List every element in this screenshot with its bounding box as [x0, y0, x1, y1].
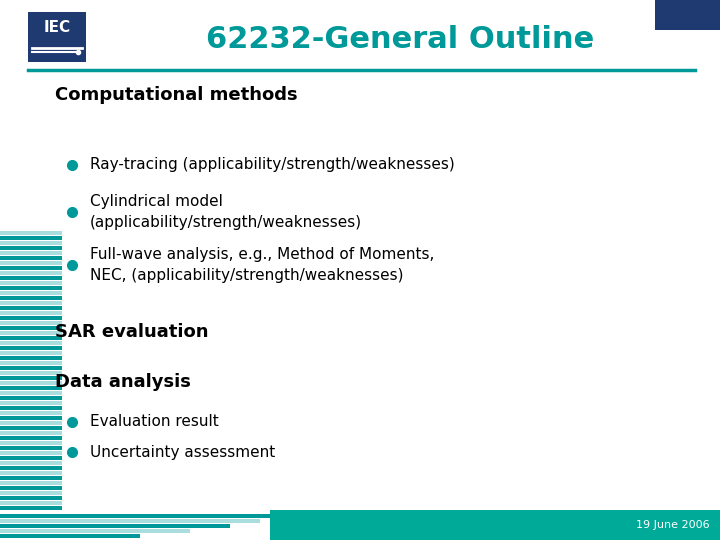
Text: Cylindrical model
(applicability/strength/weaknesses): Cylindrical model (applicability/strengt… [90, 194, 362, 230]
FancyBboxPatch shape [0, 501, 62, 505]
FancyBboxPatch shape [0, 361, 62, 365]
Text: Ray-tracing (applicability/strength/weaknesses): Ray-tracing (applicability/strength/weak… [90, 158, 455, 172]
FancyBboxPatch shape [0, 370, 62, 375]
Text: 62232-General Outline: 62232-General Outline [206, 24, 594, 53]
FancyBboxPatch shape [0, 518, 260, 523]
Text: Full-wave analysis, e.g., Method of Moments,
NEC, (applicability/strength/weakne: Full-wave analysis, e.g., Method of Mome… [90, 247, 434, 283]
FancyBboxPatch shape [0, 406, 62, 410]
FancyBboxPatch shape [0, 335, 62, 340]
FancyBboxPatch shape [0, 280, 62, 285]
FancyBboxPatch shape [0, 496, 62, 500]
FancyBboxPatch shape [0, 523, 230, 528]
FancyBboxPatch shape [0, 310, 62, 315]
FancyBboxPatch shape [0, 415, 62, 420]
FancyBboxPatch shape [0, 450, 62, 455]
FancyBboxPatch shape [0, 366, 62, 370]
FancyBboxPatch shape [0, 410, 62, 415]
FancyBboxPatch shape [0, 235, 62, 240]
Text: Uncertainty assessment: Uncertainty assessment [90, 444, 275, 460]
FancyBboxPatch shape [0, 300, 62, 305]
FancyBboxPatch shape [0, 306, 62, 310]
FancyBboxPatch shape [0, 326, 62, 330]
FancyBboxPatch shape [0, 321, 62, 325]
FancyBboxPatch shape [0, 240, 62, 245]
FancyBboxPatch shape [0, 461, 62, 465]
FancyBboxPatch shape [0, 271, 62, 275]
FancyBboxPatch shape [0, 390, 62, 395]
FancyBboxPatch shape [0, 426, 62, 430]
FancyBboxPatch shape [0, 246, 62, 250]
FancyBboxPatch shape [0, 514, 280, 518]
Text: Data analysis: Data analysis [55, 373, 191, 391]
FancyBboxPatch shape [0, 330, 62, 335]
FancyBboxPatch shape [0, 275, 62, 280]
FancyBboxPatch shape [270, 510, 720, 540]
FancyBboxPatch shape [0, 231, 62, 235]
FancyBboxPatch shape [0, 255, 62, 260]
FancyBboxPatch shape [0, 381, 62, 385]
FancyBboxPatch shape [0, 485, 62, 490]
FancyBboxPatch shape [0, 386, 62, 390]
FancyBboxPatch shape [0, 395, 62, 400]
Text: Computational methods: Computational methods [55, 86, 297, 104]
FancyBboxPatch shape [0, 251, 62, 255]
Text: IEC: IEC [43, 21, 71, 36]
FancyBboxPatch shape [0, 375, 62, 380]
FancyBboxPatch shape [0, 421, 62, 425]
FancyBboxPatch shape [0, 441, 62, 445]
FancyBboxPatch shape [0, 430, 62, 435]
Text: SAR evaluation: SAR evaluation [55, 323, 209, 341]
FancyBboxPatch shape [0, 260, 62, 265]
FancyBboxPatch shape [0, 470, 62, 475]
FancyBboxPatch shape [0, 435, 62, 440]
FancyBboxPatch shape [0, 446, 62, 450]
FancyBboxPatch shape [0, 490, 62, 495]
FancyBboxPatch shape [0, 355, 62, 360]
FancyBboxPatch shape [0, 266, 62, 270]
FancyBboxPatch shape [0, 481, 62, 485]
FancyBboxPatch shape [0, 291, 62, 295]
FancyBboxPatch shape [0, 534, 140, 538]
FancyBboxPatch shape [655, 0, 720, 30]
FancyBboxPatch shape [0, 529, 190, 533]
FancyBboxPatch shape [0, 286, 62, 290]
FancyBboxPatch shape [0, 401, 62, 405]
Text: 19 June 2006: 19 June 2006 [636, 520, 710, 530]
FancyBboxPatch shape [0, 341, 62, 345]
FancyBboxPatch shape [0, 505, 62, 510]
FancyBboxPatch shape [0, 476, 62, 480]
FancyBboxPatch shape [0, 456, 62, 460]
Text: Evaluation result: Evaluation result [90, 415, 219, 429]
FancyBboxPatch shape [0, 350, 62, 355]
FancyBboxPatch shape [28, 12, 86, 62]
FancyBboxPatch shape [0, 346, 62, 350]
FancyBboxPatch shape [0, 295, 62, 300]
FancyBboxPatch shape [0, 315, 62, 320]
FancyBboxPatch shape [0, 465, 62, 470]
